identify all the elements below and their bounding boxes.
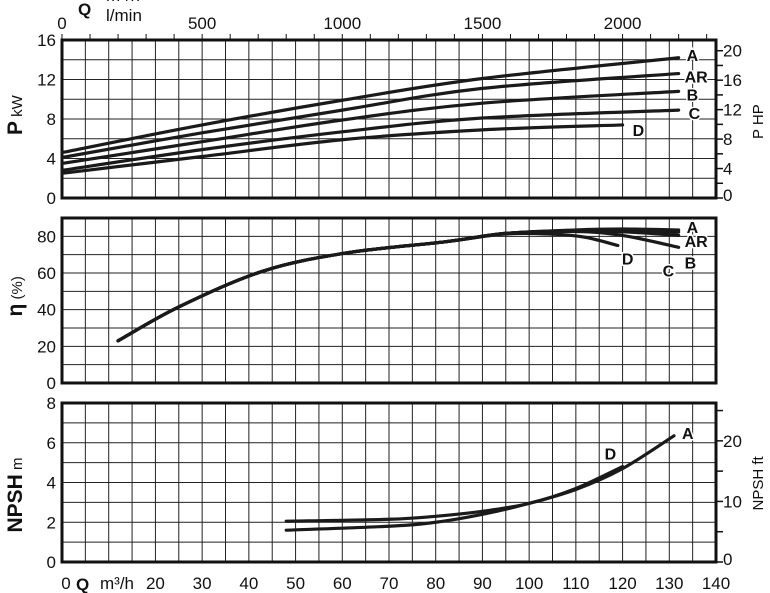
series-label-C: C [689, 106, 701, 123]
y-tick-label: 4 [47, 474, 56, 493]
plot-frame [60, 38, 718, 200]
x-tick-label: 130 [655, 574, 683, 593]
series-line-D [60, 123, 625, 175]
x-tick-label: 90 [473, 574, 492, 593]
x2-tick-label: 1500 [464, 14, 502, 33]
y-tick-label: 40 [37, 301, 56, 320]
x2-tick-label: 0 [57, 14, 66, 33]
plot-frame [60, 216, 718, 385]
panel-efficiency: η (%) [4, 216, 718, 385]
y-tick-label: 0 [47, 374, 56, 393]
series-label-B: B [687, 87, 699, 104]
y-right-tick-label: 10 [723, 492, 742, 511]
y-axis-label: NPSH m [4, 457, 27, 532]
series-line-D [284, 465, 625, 523]
x-tick-label: 140 [702, 574, 730, 593]
series-line-A [284, 434, 676, 532]
y-right-tick-label: 20 [723, 432, 742, 451]
y-axis-label: P kW [4, 94, 27, 135]
series-label-AR: AR [685, 70, 709, 87]
x-tick-label: 50 [286, 574, 305, 593]
y-tick-label: 60 [37, 264, 56, 283]
x-tick-label: 30 [193, 574, 212, 593]
y-tick-label: 2 [47, 513, 56, 532]
series-label-D: D [605, 447, 617, 464]
y-right-axis-label: NPSH ft [750, 455, 767, 510]
x-axis-unit: m³/h [100, 574, 134, 593]
x2-axis-unit: l/min [106, 6, 142, 25]
y-right-tick-label: 20 [723, 42, 742, 61]
series-label-A: A [687, 220, 699, 237]
series-label-A: A [687, 48, 699, 65]
y-tick-label: 12 [37, 71, 56, 90]
x-tick-label: 20 [146, 574, 165, 593]
y-tick-label: 4 [47, 150, 56, 169]
y-right-axis-label: P HP [750, 104, 767, 139]
series-line-AR [60, 71, 681, 160]
x2-axis-unit-top: m³/h [106, 0, 140, 5]
y-tick-label: 20 [37, 337, 56, 356]
x-axis-label: Q [76, 575, 89, 593]
plot-frame [60, 401, 718, 564]
x-tick-label: 100 [515, 574, 543, 593]
y-tick-label: 6 [47, 434, 56, 453]
y-axis-label: η (%) [4, 276, 27, 316]
series-label-A: A [682, 426, 694, 443]
series-label-AR: AR [685, 234, 709, 251]
y-right-tick-label: 12 [723, 101, 742, 120]
x-tick-label: 120 [608, 574, 636, 593]
y-right-tick-label: 8 [723, 130, 732, 149]
series-label-C: C [663, 263, 675, 280]
series-line-D [116, 231, 620, 343]
y-right-tick-label: 16 [723, 71, 742, 90]
y-right-tick-label: 4 [723, 160, 732, 179]
y-tick-label: 16 [37, 31, 56, 50]
x-tick-label: 80 [426, 574, 445, 593]
series-label-B: B [685, 255, 697, 272]
x-tick-label: 110 [562, 574, 589, 593]
y-tick-label: 0 [47, 189, 56, 208]
series-line-A [60, 56, 681, 155]
x-tick-label: 60 [333, 574, 352, 593]
panel-power: P kW [4, 34, 723, 200]
y-right-tick-label: 0 [723, 186, 732, 205]
y-tick-label: 80 [37, 227, 56, 246]
series-label-D: D [633, 123, 645, 140]
x2-tick-label: 2000 [604, 14, 642, 33]
y-tick-label: 0 [47, 553, 56, 572]
x-tick-label: 40 [239, 574, 258, 593]
series-label-D: D [622, 252, 634, 269]
x2-tick-label: 500 [188, 14, 216, 33]
x2-axis-label: Q [78, 0, 91, 19]
series-line-B [60, 89, 681, 166]
y-right-tick-label: 0 [723, 550, 732, 569]
y-tick-label: 8 [47, 110, 56, 129]
series-line-C [60, 108, 681, 172]
y-tick-label: 8 [47, 394, 56, 413]
panel-npsh: NPSH m [4, 401, 723, 564]
x2-tick-label: 1000 [323, 14, 361, 33]
x-tick-label: 0 [61, 574, 70, 593]
x-tick-label: 70 [380, 574, 399, 593]
